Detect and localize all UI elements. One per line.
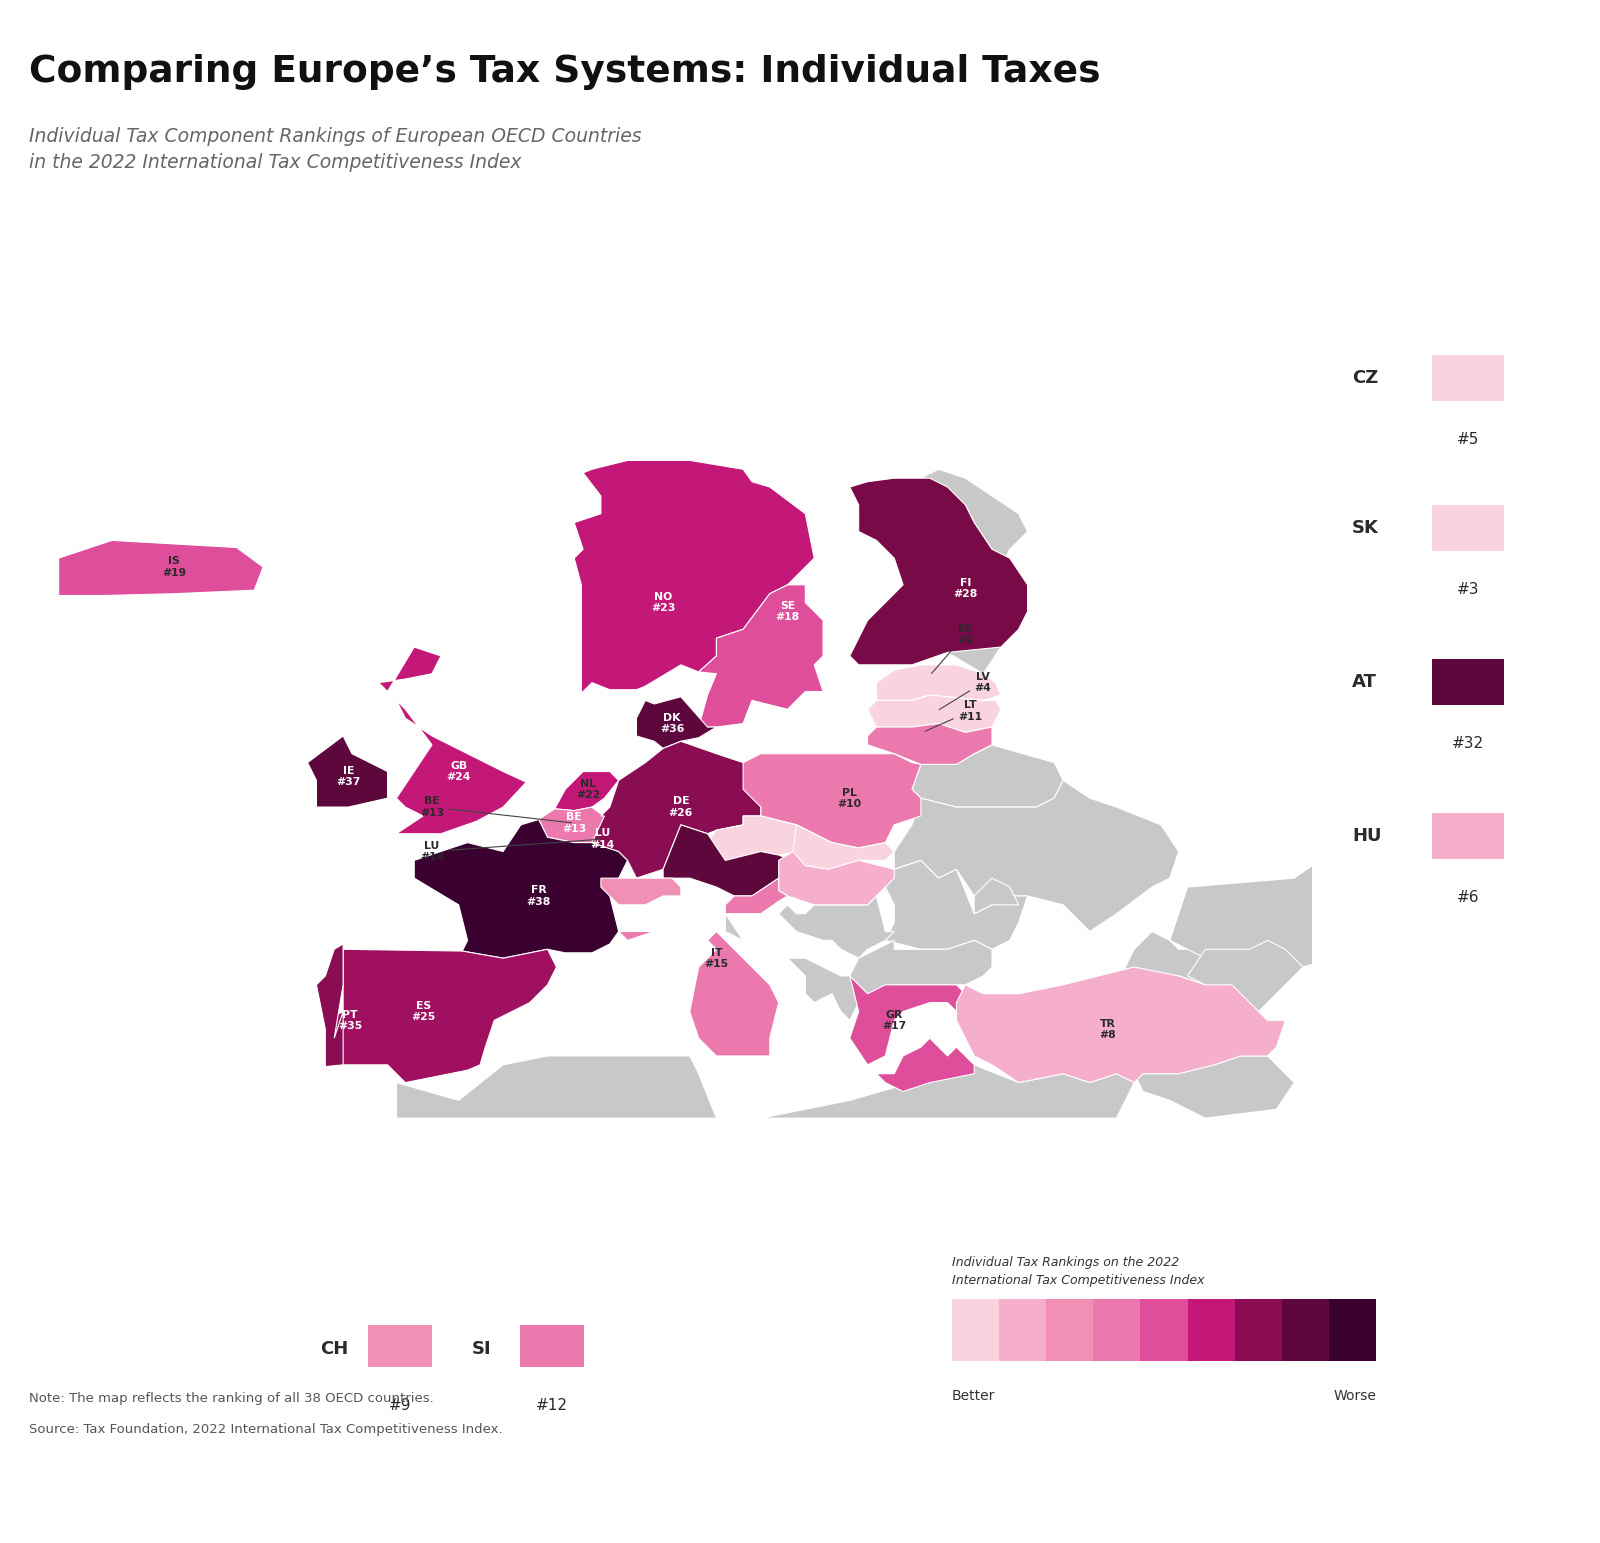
Polygon shape xyxy=(555,772,619,810)
Polygon shape xyxy=(317,944,342,1066)
Polygon shape xyxy=(574,460,814,693)
Polygon shape xyxy=(592,741,762,878)
Polygon shape xyxy=(602,878,682,904)
Polygon shape xyxy=(850,975,974,1091)
Text: IS
#19: IS #19 xyxy=(162,557,186,577)
Text: #5: #5 xyxy=(1458,432,1478,447)
Text: SK: SK xyxy=(1352,518,1379,537)
Text: DE
#26: DE #26 xyxy=(669,796,693,818)
Text: ES
#25: ES #25 xyxy=(411,1001,435,1021)
Text: SI: SI xyxy=(472,1339,491,1358)
Text: TR
#8: TR #8 xyxy=(1099,1018,1115,1040)
Polygon shape xyxy=(902,469,1027,674)
Polygon shape xyxy=(779,852,894,904)
Text: Better: Better xyxy=(952,1389,995,1403)
Polygon shape xyxy=(59,540,262,596)
Text: Comparing Europe’s Tax Systems: Individual Taxes: Comparing Europe’s Tax Systems: Individu… xyxy=(29,54,1101,89)
Text: #32: #32 xyxy=(1451,736,1485,751)
Text: LT
#11: LT #11 xyxy=(925,701,982,731)
Text: LU
#14: LU #14 xyxy=(590,829,614,850)
Text: NO
#23: NO #23 xyxy=(651,593,675,613)
Polygon shape xyxy=(867,694,1002,733)
Polygon shape xyxy=(1187,940,1302,1012)
Polygon shape xyxy=(725,896,859,1020)
Polygon shape xyxy=(619,932,779,1065)
Text: PL
#10: PL #10 xyxy=(838,787,862,809)
Text: EE
#1: EE #1 xyxy=(931,623,974,673)
Text: @TaxFoundation: @TaxFoundation xyxy=(1416,1491,1576,1511)
Text: CZ: CZ xyxy=(1352,369,1378,387)
Text: #9: #9 xyxy=(389,1398,411,1413)
Text: Individual Tax Component Rankings of European OECD Countries
in the 2022 Interna: Individual Tax Component Rankings of Eur… xyxy=(29,127,642,171)
Text: LU
#14: LU #14 xyxy=(419,839,600,863)
Polygon shape xyxy=(654,1048,1134,1119)
Polygon shape xyxy=(779,896,894,958)
Text: FR
#38: FR #38 xyxy=(526,886,550,907)
Polygon shape xyxy=(662,826,829,896)
Text: BE
#13: BE #13 xyxy=(419,796,571,822)
Polygon shape xyxy=(414,819,627,958)
Polygon shape xyxy=(1170,816,1562,994)
Text: CH: CH xyxy=(320,1339,349,1358)
Text: #6: #6 xyxy=(1456,890,1480,906)
Polygon shape xyxy=(894,781,1179,932)
Polygon shape xyxy=(725,878,787,913)
Text: Worse: Worse xyxy=(1333,1389,1376,1403)
Text: #3: #3 xyxy=(1456,582,1480,597)
Text: DK
#36: DK #36 xyxy=(659,713,685,734)
Polygon shape xyxy=(974,878,1019,913)
Text: NL
#22: NL #22 xyxy=(576,779,600,799)
Polygon shape xyxy=(707,816,822,861)
Polygon shape xyxy=(794,826,894,869)
Text: FI
#28: FI #28 xyxy=(954,577,978,599)
Polygon shape xyxy=(877,665,1002,701)
Polygon shape xyxy=(957,967,1285,1083)
Text: AT: AT xyxy=(1352,673,1378,691)
Text: BE
#13: BE #13 xyxy=(562,813,586,833)
Text: IE
#37: IE #37 xyxy=(336,767,360,787)
Text: Note: The map reflects the ranking of all 38 OECD countries.: Note: The map reflects the ranking of al… xyxy=(29,1392,434,1404)
Polygon shape xyxy=(397,1055,717,1119)
Polygon shape xyxy=(885,861,1027,949)
Polygon shape xyxy=(325,949,557,1083)
Text: #12: #12 xyxy=(536,1398,568,1413)
Polygon shape xyxy=(539,807,605,842)
Polygon shape xyxy=(850,478,1027,665)
Polygon shape xyxy=(699,585,822,727)
Text: IT
#15: IT #15 xyxy=(704,947,728,969)
Polygon shape xyxy=(912,745,1062,807)
Text: PT
#35: PT #35 xyxy=(338,1009,362,1031)
Text: SE
#18: SE #18 xyxy=(776,600,800,622)
Text: GB
#24: GB #24 xyxy=(446,761,470,782)
Polygon shape xyxy=(637,697,717,748)
Polygon shape xyxy=(850,940,992,994)
Polygon shape xyxy=(307,736,387,807)
Text: HU: HU xyxy=(1352,827,1381,846)
Polygon shape xyxy=(867,724,992,764)
Polygon shape xyxy=(592,807,610,833)
Text: LV
#4: LV #4 xyxy=(939,671,992,710)
Text: TAX FOUNDATION: TAX FOUNDATION xyxy=(24,1491,245,1511)
Polygon shape xyxy=(1134,1020,1294,1119)
Polygon shape xyxy=(1125,932,1232,984)
Polygon shape xyxy=(379,647,526,833)
Polygon shape xyxy=(742,753,922,849)
Text: GR
#17: GR #17 xyxy=(882,1009,906,1031)
Text: Source: Tax Foundation, 2022 ​International Tax Competitiveness Index.: Source: Tax Foundation, 2022 ​Internatio… xyxy=(29,1423,502,1435)
Text: Individual Tax Rankings on the 2022
International Tax Competitiveness Index: Individual Tax Rankings on the 2022 Inte… xyxy=(952,1256,1205,1287)
